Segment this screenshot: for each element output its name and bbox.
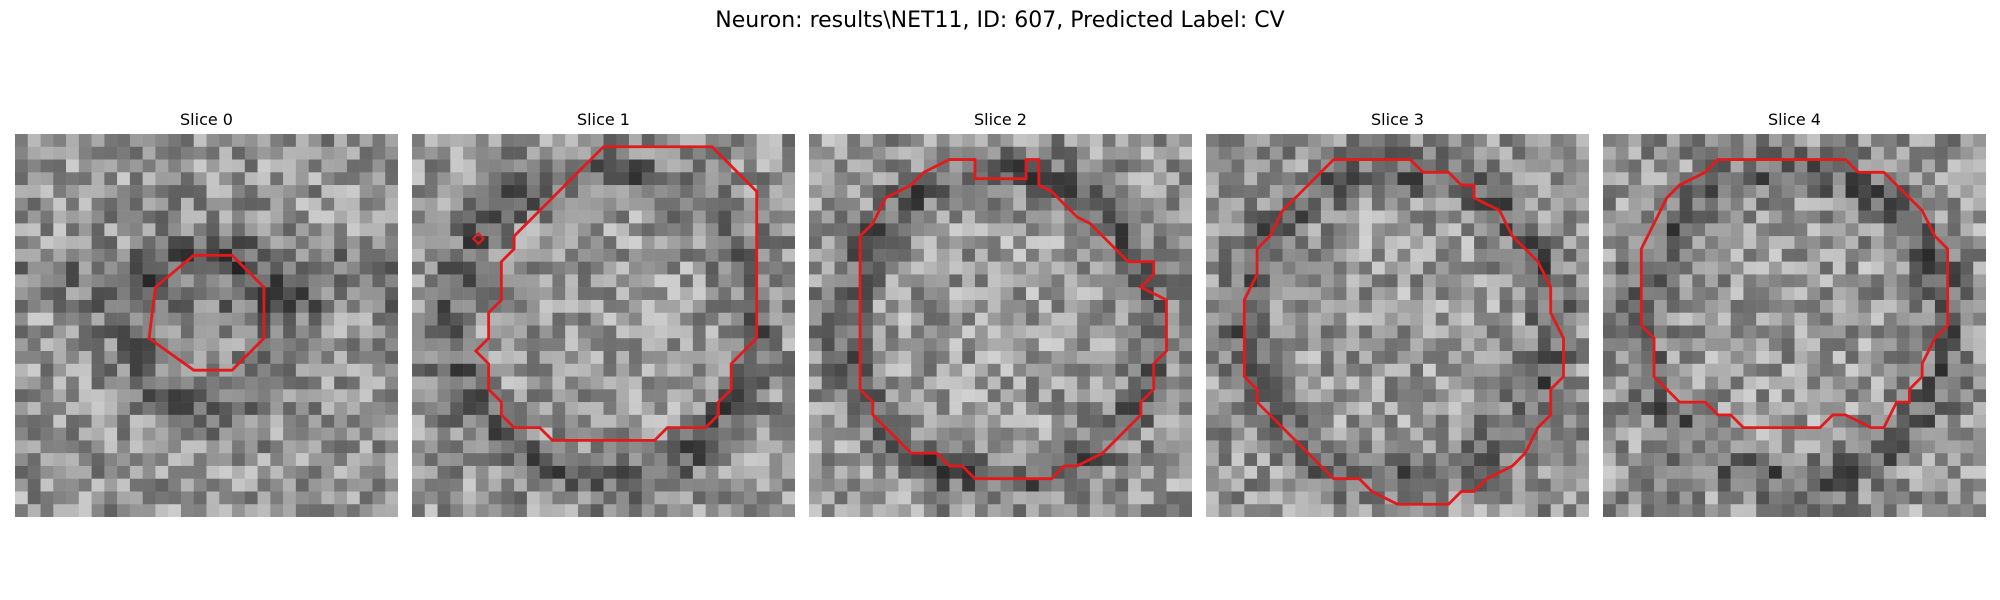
- slice-title: Slice 2: [974, 110, 1027, 129]
- segmentation-contour: [1242, 158, 1565, 506]
- slice-image: [412, 134, 795, 517]
- slice-title: Slice 3: [1371, 110, 1424, 129]
- segmentation-contour: [473, 145, 759, 442]
- segmentation-contour: [147, 253, 266, 372]
- slice-title: Slice 0: [180, 110, 233, 129]
- slice-panel-2: Slice 2: [809, 110, 1192, 517]
- slice-image: [809, 134, 1192, 517]
- figure-title: Neuron: results\NET11, ID: 607, Predicte…: [715, 8, 1285, 33]
- slice-title: Slice 1: [577, 110, 630, 129]
- segmentation-contour-small: [471, 231, 486, 246]
- slice-panel-4: Slice 4: [1603, 110, 1986, 517]
- slice-panel-0: Slice 0: [15, 110, 398, 517]
- segmentation-contour: [1639, 158, 1950, 430]
- slice-title: Slice 4: [1768, 110, 1821, 129]
- slice-panel-1: Slice 1: [412, 110, 795, 517]
- slice-panel-3: Slice 3: [1206, 110, 1589, 517]
- slice-image: [1603, 134, 1986, 517]
- slice-image: [1206, 134, 1589, 517]
- segmentation-contour: [858, 158, 1168, 481]
- slice-image: [15, 134, 398, 517]
